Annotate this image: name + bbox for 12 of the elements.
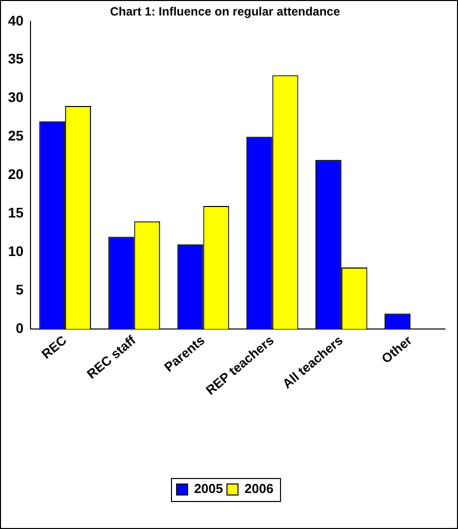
y-tick-label: 40	[8, 12, 24, 28]
y-tick-label: 20	[8, 166, 24, 182]
y-tick-label: 5	[16, 281, 24, 298]
legend-label: 2005	[194, 481, 223, 496]
y-tick-label: 10	[8, 242, 24, 259]
chart-title: Chart 1: Influence on regular attendance	[110, 4, 340, 19]
legend-label: 2006	[244, 481, 274, 496]
y-tick-label: 0	[16, 320, 24, 336]
y-tick-label: 30	[8, 89, 24, 106]
y-tick-label: 25	[8, 128, 24, 144]
y-tick-label: 15	[8, 204, 24, 221]
y-tick-label: 35	[8, 50, 24, 67]
